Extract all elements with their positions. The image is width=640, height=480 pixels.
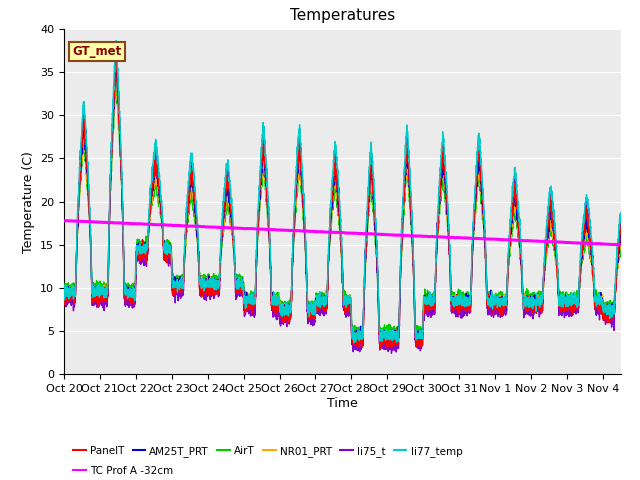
Y-axis label: Temperature (C): Temperature (C) <box>22 151 35 252</box>
Text: GT_met: GT_met <box>72 45 122 58</box>
Title: Temperatures: Temperatures <box>290 9 395 24</box>
Legend: TC Prof A -32cm: TC Prof A -32cm <box>69 461 177 480</box>
X-axis label: Time: Time <box>327 397 358 410</box>
